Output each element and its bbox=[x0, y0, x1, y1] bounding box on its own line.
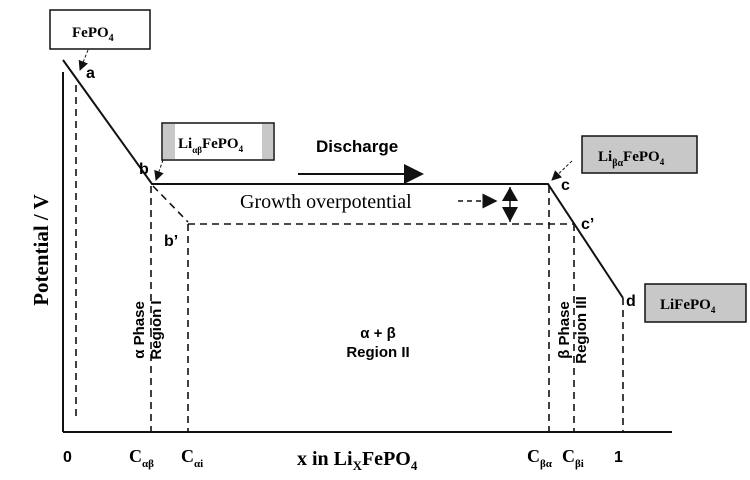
box-fepo4: FePO4 bbox=[49, 9, 151, 50]
label-c: c bbox=[561, 177, 570, 194]
arrow-to-c bbox=[551, 160, 573, 181]
svg-text:FePO4: FePO4 bbox=[72, 25, 114, 44]
box-li-beta-alpha: LiβαFePO4 bbox=[581, 135, 698, 174]
x-tick-c-bi: Cβi bbox=[562, 446, 584, 470]
potential-curve bbox=[62, 59, 624, 299]
point-labels: a b b’ c c’ d bbox=[86, 65, 636, 310]
label-b-prime: b’ bbox=[164, 233, 178, 250]
label-b: b bbox=[139, 161, 149, 178]
x-tick-c-ba: Cβα bbox=[527, 446, 553, 470]
label-d: d bbox=[626, 293, 636, 310]
x-tick-c-ai: Cαi bbox=[181, 446, 203, 470]
label-a: a bbox=[86, 65, 95, 82]
arrow-to-a bbox=[78, 49, 89, 71]
region-1-label: α PhaseRegion I bbox=[131, 300, 165, 359]
x-tick-labels: 0 Cαβ Cαi Cβα Cβi 1 bbox=[63, 446, 623, 470]
overpotential-double-arrow bbox=[502, 187, 518, 222]
box-li-alpha-beta: LiαβFePO4 bbox=[161, 122, 275, 161]
x-tick-1: 1 bbox=[614, 449, 623, 466]
arrow-to-b bbox=[154, 159, 164, 181]
discharge-label: Discharge bbox=[316, 137, 398, 156]
dashed-b-bprime bbox=[152, 185, 189, 223]
y-axis-label: Potential / V bbox=[29, 194, 53, 306]
svg-text:LiβαFePO4: LiβαFePO4 bbox=[598, 149, 665, 169]
region-2-label: α + β Region II bbox=[346, 325, 409, 361]
region-3-label: β PhaseRegion III bbox=[556, 296, 590, 364]
x-axis-label: x in LiXFePO4 bbox=[297, 448, 418, 473]
label-c-prime: c’ bbox=[581, 216, 594, 233]
x-tick-0: 0 bbox=[63, 449, 72, 466]
composition-guides bbox=[75, 85, 624, 432]
x-tick-c-ab: Cαβ bbox=[129, 446, 154, 470]
svg-text:LiFePO4: LiFePO4 bbox=[660, 297, 716, 315]
svg-text:LiαβFePO4: LiαβFePO4 bbox=[178, 136, 244, 155]
box-lifepo4: LiFePO4 bbox=[644, 283, 747, 323]
growth-overpotential-label: Growth overpotential bbox=[240, 191, 412, 213]
